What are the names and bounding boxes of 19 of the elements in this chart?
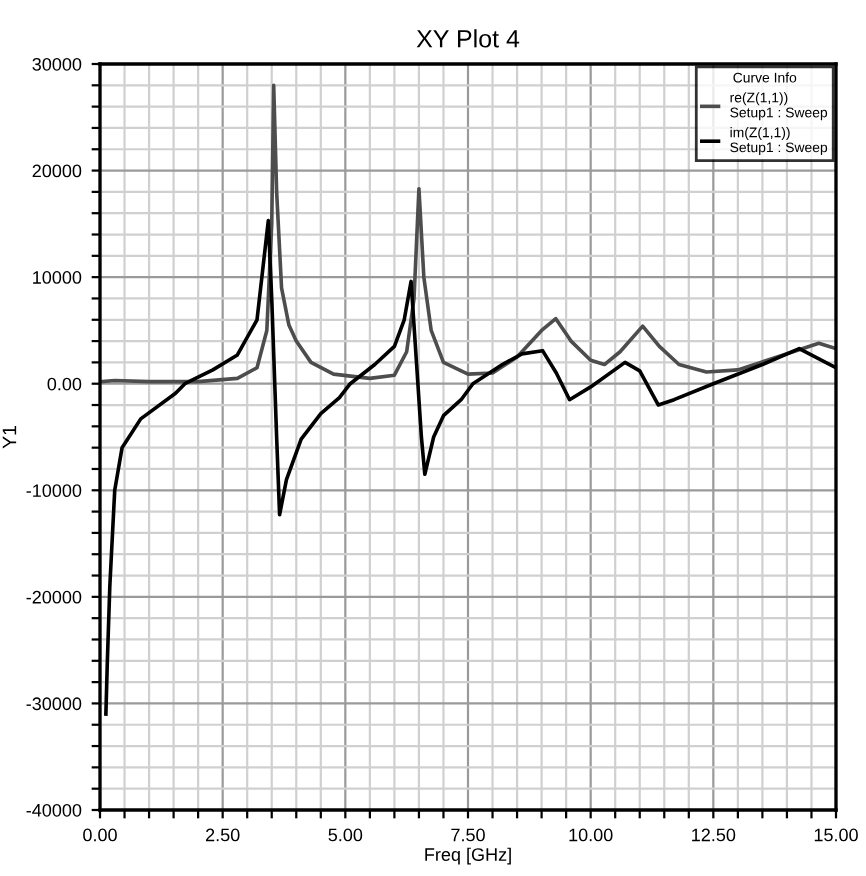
y-tick-label: 20000 — [32, 164, 82, 178]
x-tick-label: 0.00 — [83, 828, 117, 842]
x-tick-label: 2.50 — [206, 828, 240, 842]
y-tick-label: -30000 — [26, 697, 82, 711]
y-tick-label: 30000 — [32, 57, 82, 71]
y-tick-label: -20000 — [26, 590, 82, 604]
x-tick-label: 7.50 — [451, 828, 485, 842]
y-axis-title: Y1 — [2, 426, 17, 449]
y-tick-label: 10000 — [33, 271, 82, 284]
x-tick-label: 12.50 — [692, 828, 736, 842]
x-tick-label: 10.00 — [569, 828, 613, 842]
y-tick-label: 0.00 — [47, 377, 82, 391]
x-tick-label: 15.00 — [814, 828, 858, 842]
y-tick-label: -10000 — [26, 484, 82, 498]
x-tick-label: 5.00 — [328, 828, 363, 842]
x-axis-title: Freq [GHz] — [425, 847, 511, 865]
chart-title: XY Plot 4 — [416, 29, 520, 48]
line-series — [100, 83, 836, 384]
y-tick-label: -40000 — [26, 803, 82, 817]
